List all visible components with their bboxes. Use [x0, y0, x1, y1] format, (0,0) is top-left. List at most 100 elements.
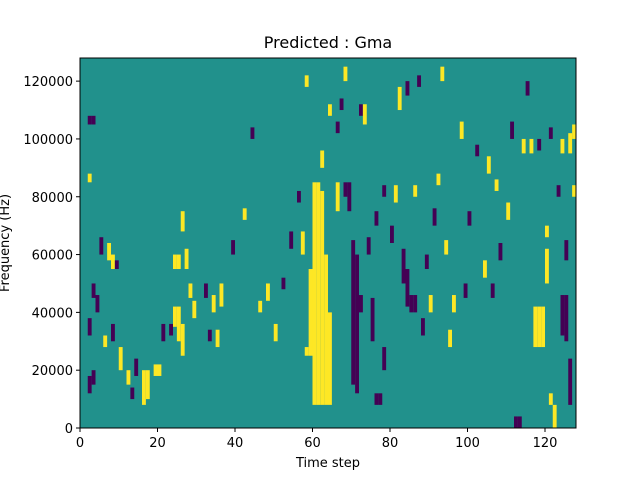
heatmap-cell: [355, 254, 360, 394]
heatmap-cell: [548, 393, 553, 405]
heatmap-cell: [304, 75, 309, 87]
heatmap-cell: [250, 127, 255, 139]
heatmap-cell: [297, 190, 301, 203]
heatmap-cell: [475, 144, 480, 157]
heatmap-cell: [572, 185, 577, 197]
heatmap-cell: [560, 138, 565, 154]
heatmap-cell: [436, 173, 441, 186]
heatmap-cell: [188, 283, 193, 298]
heatmap-cell: [91, 283, 96, 298]
heatmap-cell: [324, 254, 329, 405]
x-tick-label: 120: [533, 436, 558, 451]
heatmap-cell: [300, 231, 305, 255]
plot-area: [79, 57, 577, 429]
heatmap-cell: [87, 115, 92, 125]
heatmap-cell: [467, 211, 472, 226]
heatmap-cell: [568, 358, 573, 405]
heatmap-cell: [157, 364, 162, 376]
heatmap-cell: [401, 248, 406, 284]
x-axis-ticks: 0 20 40 60 80 100 120: [76, 428, 558, 451]
heatmap-cell: [564, 295, 569, 342]
heatmap-cell: [378, 393, 383, 405]
x-tick-label: 80: [382, 436, 399, 451]
heatmap-cell: [87, 173, 92, 183]
heatmap-cell: [169, 323, 174, 336]
y-tick-label: 0: [65, 422, 73, 437]
heatmap-cell: [328, 104, 332, 116]
heatmap-cell: [560, 295, 565, 336]
x-tick-label: 60: [304, 436, 321, 451]
heatmap-cell: [413, 295, 418, 313]
heatmap-cell: [494, 179, 499, 191]
heatmap-cell: [382, 185, 387, 197]
heatmap-cell: [258, 300, 263, 313]
heatmap-cell: [242, 208, 247, 220]
heatmap-cell: [568, 133, 573, 154]
heatmap-cell: [409, 295, 414, 313]
heatmap-cell: [215, 329, 220, 348]
heatmap-cell: [393, 185, 398, 203]
heatmap-cell: [432, 208, 437, 226]
heatmap-cell: [343, 66, 348, 82]
y-tick-label: 20000: [32, 364, 73, 379]
heatmap-cell: [142, 370, 146, 405]
heatmap-cell: [545, 248, 549, 284]
x-tick-label: 40: [227, 436, 244, 451]
heatmap-cell: [173, 254, 177, 270]
heatmap-cell: [521, 138, 526, 154]
heatmap-cell: [452, 295, 456, 313]
heatmap-cell: [498, 243, 503, 261]
x-axis-label: Time step: [295, 456, 360, 471]
heatmap-cell: [87, 318, 92, 336]
y-axis-label: Frequency (Hz): [0, 194, 13, 292]
heatmap-cell: [359, 295, 363, 313]
y-axis-ticks: 0 20000 40000 60000 80000 100000 120000: [23, 75, 80, 437]
heatmap-cell: [126, 370, 131, 385]
heatmap-cell: [266, 283, 270, 301]
heatmap-cell: [529, 138, 534, 154]
heatmap-cell: [320, 150, 325, 168]
heatmap-cell: [316, 182, 321, 405]
heatmap-cell: [204, 283, 208, 298]
y-tick-label: 60000: [32, 249, 73, 264]
heatmap-cell: [335, 182, 340, 212]
heatmap-cell: [335, 121, 340, 134]
heatmap-cell: [359, 104, 363, 116]
heatmap-cell: [145, 370, 150, 400]
heatmap-cell: [421, 318, 425, 336]
heatmap-cell: [374, 211, 379, 226]
heatmap-cell: [173, 306, 177, 327]
heatmap-cell: [211, 295, 216, 313]
chart-title: Predicted : Gma: [264, 33, 392, 52]
y-tick-label: 120000: [23, 75, 73, 90]
y-tick-label: 40000: [32, 306, 73, 321]
heatmap-cell: [130, 387, 135, 400]
heatmap-cell: [448, 329, 453, 348]
heatmap-cell: [312, 182, 317, 405]
heatmap-cell: [556, 185, 561, 197]
heatmap-cell: [537, 306, 542, 348]
heatmap-cell: [405, 269, 410, 307]
heatmap-cell: [180, 323, 185, 356]
heatmap-cell: [483, 260, 487, 278]
heatmap-cell: [517, 416, 522, 428]
heatmap-cell: [339, 98, 344, 111]
heatmap-cell: [87, 375, 92, 394]
heatmap-cell: [343, 182, 348, 197]
x-tick-label: 0: [76, 436, 84, 451]
heatmap-cell: [114, 260, 119, 270]
heatmap-cell: [405, 81, 410, 96]
heatmap-cell: [118, 347, 123, 371]
x-tick-label: 20: [149, 436, 166, 451]
heatmap-cell: [428, 295, 433, 313]
heatmap-cell: [370, 297, 375, 342]
heatmap-cell: [95, 295, 100, 313]
heatmap-cell: [444, 240, 449, 255]
x-tick-label: 100: [455, 436, 480, 451]
heatmap-cell: [548, 127, 553, 139]
heatmap-cell: [486, 156, 491, 174]
heatmap-cell: [424, 254, 429, 270]
heatmap-cell: [231, 240, 236, 255]
y-tick-label: 80000: [32, 191, 73, 206]
